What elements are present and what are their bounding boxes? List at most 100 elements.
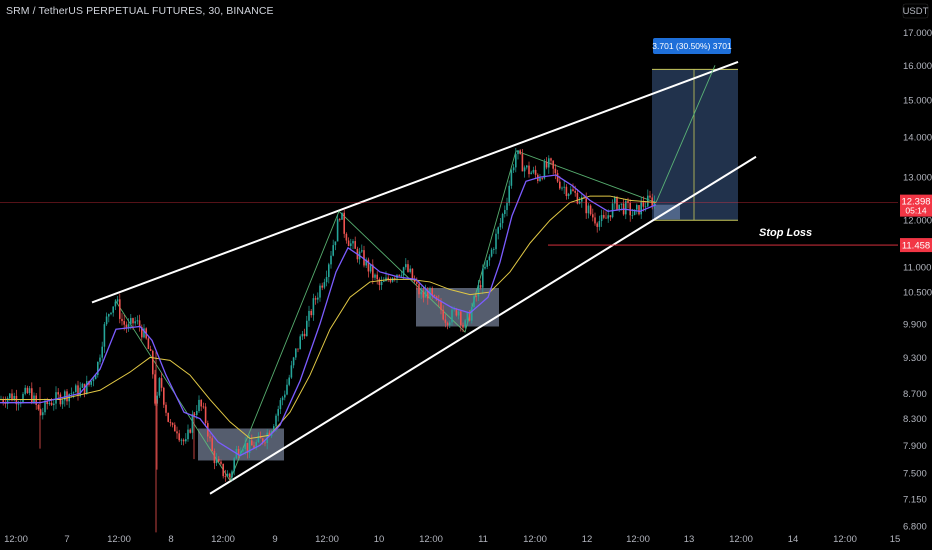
bar-countdown: 05:14	[905, 206, 927, 216]
candle-body	[394, 278, 396, 279]
candle-body	[253, 445, 255, 449]
candle-body	[240, 451, 242, 456]
candle-body	[563, 186, 565, 188]
candle-body	[13, 395, 15, 401]
candle-body	[53, 403, 55, 406]
candle-body	[510, 170, 513, 186]
candle-body	[532, 169, 535, 173]
candle-body	[246, 442, 249, 454]
candle-body	[539, 178, 541, 181]
candle-body	[292, 357, 295, 366]
candle-body	[37, 404, 40, 410]
candle-body	[411, 268, 414, 280]
candle-body	[11, 393, 13, 401]
rising-channel[interactable]	[91, 61, 757, 495]
price-tick-label: 17.000	[903, 28, 932, 39]
candle-body	[275, 415, 277, 427]
candle-body	[497, 227, 499, 234]
candle-body	[323, 282, 326, 288]
candle-body	[174, 424, 176, 432]
stop-loss-marker[interactable]: Stop Loss 11.458	[548, 227, 932, 253]
candle-body	[457, 311, 460, 316]
price-axis[interactable]: USDT 17.000 16.000 15.000 14.000 13.000 12.000…	[898, 0, 932, 550]
candle-body	[556, 173, 559, 182]
candle-body	[361, 250, 363, 252]
candle-body	[306, 320, 308, 337]
candlestick-series	[0, 147, 656, 533]
candle-body	[26, 387, 29, 393]
candle-body	[57, 392, 59, 395]
time-tick-label: 12:00	[419, 534, 443, 545]
candle-body	[352, 241, 354, 244]
candle-body	[607, 215, 609, 219]
candle-body	[132, 318, 134, 324]
candle-body	[367, 259, 370, 272]
candle-body	[312, 298, 315, 316]
candle-body	[398, 274, 400, 276]
candle-body	[70, 393, 73, 394]
candle-body	[193, 414, 196, 416]
candle-body	[44, 400, 46, 413]
stop-loss-label: Stop Loss	[759, 227, 812, 239]
candle-body	[543, 161, 546, 179]
candle-body	[594, 217, 596, 224]
candle-body	[576, 192, 579, 204]
candle-body	[561, 187, 563, 189]
candle-body	[477, 285, 480, 297]
candle-body	[603, 215, 605, 218]
candle-body	[42, 412, 44, 416]
time-tick-label: 11	[478, 534, 488, 545]
candle-body	[22, 393, 24, 403]
candle-body	[605, 217, 607, 219]
profit-target-zone[interactable]	[652, 69, 738, 221]
candle-body	[79, 387, 81, 396]
candle-body	[644, 206, 647, 208]
candle-body	[354, 241, 356, 249]
candle-body	[534, 169, 537, 175]
price-tick-label: 7.900	[903, 441, 927, 452]
long-position-tool[interactable]: 3.701 (30.50%) 3701	[652, 38, 738, 221]
candle-body	[308, 310, 310, 321]
candle-body	[39, 409, 42, 416]
candle-body	[147, 338, 150, 349]
candle-body	[330, 255, 332, 265]
candle-body	[336, 219, 339, 242]
candle-body	[402, 267, 405, 276]
candle-body	[424, 291, 427, 298]
candle-body	[138, 320, 141, 327]
channel-lower-line[interactable]	[209, 155, 757, 495]
candle-body	[46, 400, 48, 405]
candle-body	[548, 158, 550, 168]
candle-body	[422, 292, 425, 298]
candle-body	[345, 233, 348, 241]
candle-body	[515, 154, 517, 168]
candle-body	[332, 245, 334, 256]
candle-body	[418, 284, 420, 295]
candle-body	[134, 321, 136, 324]
price-axis-background	[898, 0, 932, 550]
price-tick-label: 11.000	[903, 263, 931, 274]
candle-body	[378, 279, 381, 286]
candle-body	[587, 205, 590, 214]
candle-body	[319, 285, 321, 298]
candle-body	[191, 414, 194, 433]
candle-body	[464, 320, 466, 328]
candle-body	[442, 309, 444, 320]
candle-body	[451, 309, 453, 323]
candle-body	[589, 205, 592, 215]
candle-body	[116, 299, 119, 302]
candle-body	[75, 385, 77, 393]
price-tick-label: 8.700	[903, 389, 927, 400]
candle-body	[218, 458, 220, 462]
candle-body	[565, 186, 568, 197]
candle-body	[598, 221, 601, 227]
candle-body	[299, 336, 301, 350]
candle-body	[649, 195, 651, 198]
channel-upper-line[interactable]	[91, 61, 739, 304]
time-tick-label: 12:00	[523, 534, 547, 545]
candle-body	[400, 275, 403, 277]
candle-body	[48, 402, 51, 405]
time-axis[interactable]: 12:00 7 12:00 8 12:00 9 12:00 10 12:00 11 12:00 12 1…	[4, 534, 900, 545]
candle-body	[627, 201, 629, 203]
